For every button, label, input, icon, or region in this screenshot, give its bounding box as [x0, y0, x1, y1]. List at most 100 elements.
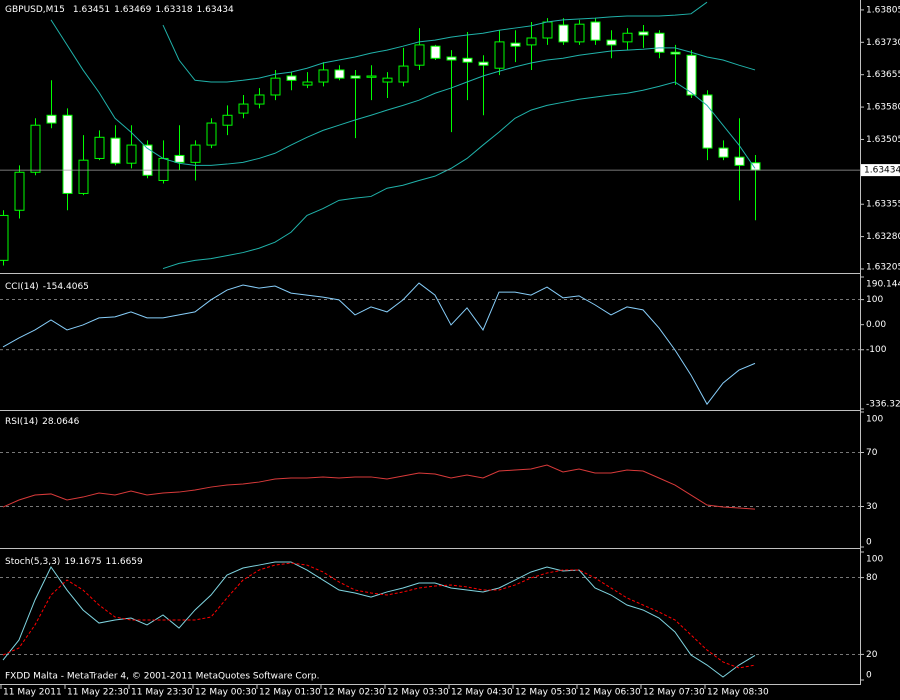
- panel-title-value: 1.63451: [73, 5, 110, 15]
- bollinger-band: [162, 81, 756, 270]
- panel-title-value: -154.4065: [43, 282, 89, 292]
- panel-title-value: 19.1675: [64, 557, 101, 567]
- candle-body: [718, 147, 729, 158]
- panel-title-value: 1.63434: [197, 5, 234, 15]
- candle-body: [462, 57, 473, 63]
- candle-body: [46, 114, 57, 124]
- candle-body: [702, 94, 713, 149]
- candle-body: [174, 154, 185, 163]
- candle-body: [734, 156, 745, 166]
- y-tick-label: -100: [866, 345, 887, 355]
- x-tick-label: 12 May 04:30: [451, 688, 513, 698]
- candle-body: [350, 75, 361, 79]
- panel-title: Stoch(5,3,3) 19.1675 11.6659: [5, 557, 143, 567]
- y-tick-label: 80: [866, 573, 878, 583]
- panel-title-value: 1.63469: [114, 5, 151, 15]
- candle-body: [254, 94, 265, 105]
- y-tick-label: 1.63730: [866, 38, 900, 48]
- candle-body: [158, 157, 169, 181]
- y-tick-label: 100: [866, 415, 883, 425]
- candle-body: [0, 214, 9, 261]
- x-tick-label: 12 May 07:30: [643, 688, 705, 698]
- candle-body: [430, 45, 441, 59]
- y-tick-label: -336.322: [866, 400, 900, 410]
- candle-body: [110, 137, 121, 164]
- candle-body: [382, 77, 393, 83]
- y-tick-label: 70: [866, 448, 878, 458]
- candle-body: [638, 31, 649, 36]
- candle-body: [670, 51, 681, 55]
- x-tick-label: 12 May 00:30: [195, 688, 257, 698]
- candle-body: [270, 77, 281, 96]
- candle-body: [286, 75, 297, 81]
- candle-body: [686, 54, 697, 96]
- x-tick-label: 12 May 08:30: [707, 688, 769, 698]
- candle-body: [126, 144, 137, 164]
- panel-title: CCI(14) -154.4065: [5, 282, 89, 292]
- y-tick-label: 100: [866, 295, 883, 305]
- y-tick-label: 0.00: [866, 320, 886, 330]
- panel-title-name: RSI(14): [5, 417, 38, 427]
- candle-body: [542, 21, 553, 39]
- price-area: [0, 1, 761, 270]
- x-tick-label: 12 May 01:30: [259, 688, 321, 698]
- candle-body: [446, 56, 457, 61]
- candle-body: [574, 23, 585, 43]
- y-tick-label: 0: [866, 671, 872, 681]
- indicator-line: [2, 282, 756, 406]
- y-tick-label: 1.63655: [866, 70, 900, 80]
- candle-body: [398, 65, 409, 83]
- y-tick-label: 1.63205: [866, 263, 900, 273]
- panel-title-value: 1.63318: [155, 5, 192, 15]
- panel-title: GBPUSD,M15 1.63451 1.63469 1.63318 1.63434: [5, 5, 234, 15]
- candle-body: [622, 32, 633, 43]
- candle-body: [606, 39, 617, 46]
- current-price-box: [861, 164, 900, 177]
- candle-body: [30, 124, 41, 173]
- candle-body: [590, 21, 601, 41]
- candle-body: [318, 69, 329, 83]
- candle-body: [558, 24, 569, 43]
- x-tick-label: 11 May 2011: [3, 688, 62, 698]
- y-tick-label: 0: [866, 538, 872, 548]
- panel-title-name: GBPUSD,M15: [5, 5, 65, 15]
- candle-body: [62, 114, 73, 194]
- x-tick-label: 12 May 03:30: [387, 688, 449, 698]
- x-tick-label: 12 May 06:30: [579, 688, 641, 698]
- candle-body: [78, 159, 89, 194]
- bollinger-band: [50, 19, 756, 166]
- y-tick-label: 1.63280: [866, 232, 900, 242]
- panel-title-name: Stoch(5,3,3): [5, 557, 60, 567]
- x-tick-label: 12 May 05:30: [515, 688, 577, 698]
- candle-body: [494, 41, 505, 69]
- candle-body: [366, 75, 377, 78]
- candle-body: [14, 171, 25, 211]
- panel-title-value: 11.6659: [106, 557, 143, 567]
- y-tick-label: 190.144: [866, 280, 900, 290]
- candle-body: [526, 37, 537, 46]
- indicator-line: [2, 561, 756, 678]
- candle-body: [478, 61, 489, 66]
- y-tick-label: 100: [866, 555, 883, 565]
- candle-body: [654, 32, 665, 53]
- candle-body: [206, 122, 217, 146]
- indicator-line: [2, 562, 756, 669]
- candle-body: [334, 69, 345, 79]
- y-tick-label: 1.63355: [866, 200, 900, 210]
- candle-body: [238, 103, 249, 114]
- candle-body: [414, 44, 425, 66]
- panel-title-value: 28.0646: [42, 417, 79, 427]
- y-tick-label: 1.63505: [866, 135, 900, 145]
- x-tick-label: 11 May 22:30: [67, 688, 129, 698]
- y-tick-label: 1.63580: [866, 103, 900, 113]
- current-price-label: 1.63434: [864, 166, 900, 176]
- bollinger-band: [162, 1, 708, 83]
- panel-title: RSI(14) 28.0646: [5, 417, 80, 427]
- y-tick-label: 30: [866, 502, 878, 512]
- candle-body: [222, 114, 233, 126]
- x-tick-label: 12 May 02:30: [323, 688, 385, 698]
- x-tick-label: 11 May 23:30: [131, 688, 193, 698]
- candle-body: [302, 81, 313, 86]
